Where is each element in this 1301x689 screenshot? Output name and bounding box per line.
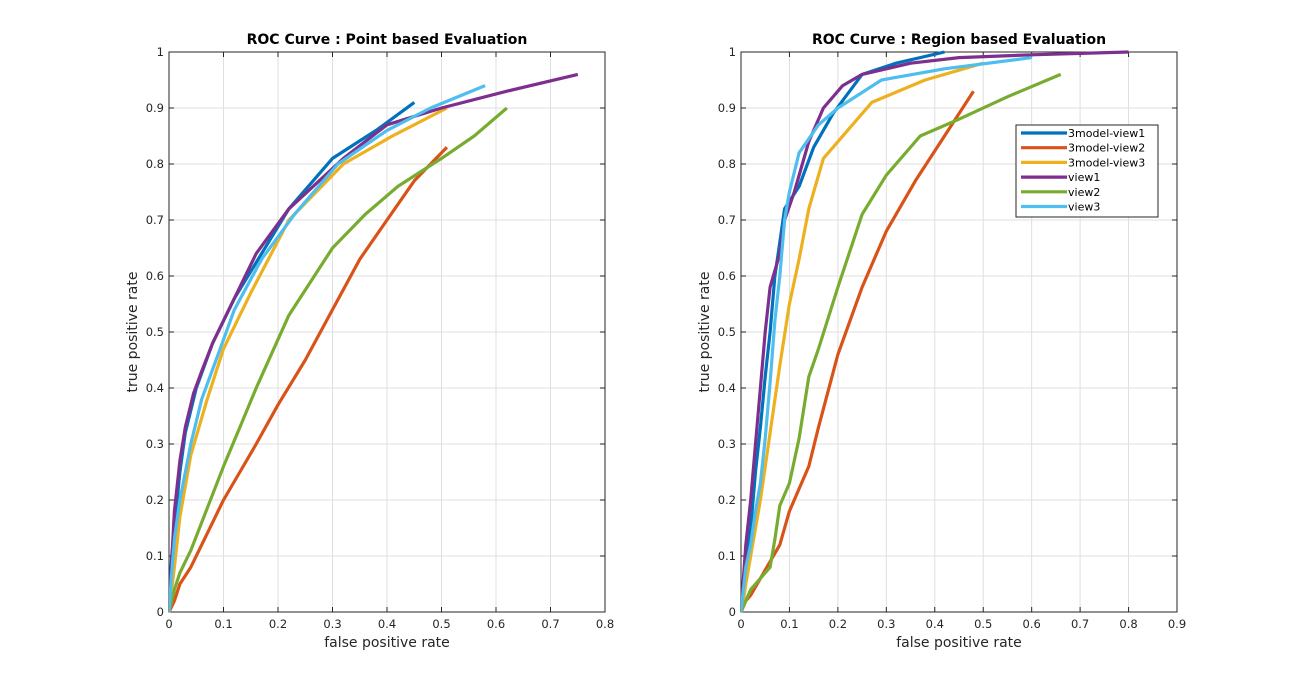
series-line-view1 — [169, 72, 579, 613]
y-tick-label: 0.4 — [146, 381, 164, 395]
x-tick-label: 0.4 — [378, 617, 396, 631]
y-tick-label: 0.7 — [146, 213, 164, 227]
series-line-3model-view3 — [741, 61, 984, 613]
legend-label: 3model-view2 — [1068, 142, 1145, 155]
x-tick-label: 0.9 — [1168, 617, 1186, 631]
x-tick-label: 0.7 — [541, 617, 559, 631]
series-line-view2 — [169, 106, 508, 613]
series-line-3model-view2 — [741, 90, 975, 613]
chart-title: ROC Curve : Point based Evaluation — [247, 32, 528, 48]
x-tick-label: 0.6 — [1023, 617, 1041, 631]
y-tick-label: 0.2 — [718, 493, 736, 507]
x-tick-label: 0.3 — [877, 617, 895, 631]
x-tick-label: 0.8 — [1119, 617, 1137, 631]
y-tick-label: 1 — [157, 45, 164, 59]
y-tick-label: 0.1 — [718, 549, 736, 563]
legend-label: 3model-view3 — [1068, 156, 1145, 169]
series-line-3model-view2 — [169, 146, 449, 613]
x-tick-label: 0.8 — [596, 617, 614, 631]
legend-label: view3 — [1068, 201, 1100, 214]
x-tick-label: 0.7 — [1071, 617, 1089, 631]
y-tick-label: 1 — [729, 45, 736, 59]
y-tick-label: 0.7 — [718, 213, 736, 227]
y-axis-label: true positive rate — [125, 272, 141, 393]
y-tick-label: 0.1 — [146, 549, 164, 563]
y-tick-label: 0.6 — [146, 269, 164, 283]
y-tick-label: 0 — [157, 605, 164, 619]
y-tick-label: 0.6 — [718, 269, 736, 283]
y-tick-label: 0.8 — [718, 157, 736, 171]
x-tick-label: 0.5 — [432, 617, 450, 631]
y-tick-label: 0.9 — [718, 101, 736, 115]
y-tick-label: 0.4 — [718, 381, 736, 395]
y-tick-label: 0 — [729, 605, 736, 619]
x-tick-label: 0 — [737, 617, 744, 631]
x-tick-label: 0.1 — [214, 617, 232, 631]
y-tick-label: 0.9 — [146, 101, 164, 115]
series-line-3model-view3 — [169, 106, 448, 613]
y-tick-label: 0.3 — [718, 437, 736, 451]
x-tick-label: 0.4 — [926, 617, 944, 631]
x-tick-label: 0.3 — [323, 617, 341, 631]
x-tick-label: 0.1 — [780, 617, 798, 631]
y-tick-label: 0.5 — [718, 325, 736, 339]
legend-label: 3model-view1 — [1068, 127, 1145, 140]
y-tick-label: 0.8 — [146, 157, 164, 171]
x-tick-label: 0 — [165, 617, 172, 631]
x-axis-label: false positive rate — [324, 635, 450, 651]
x-tick-label: 0.6 — [487, 617, 505, 631]
series-line-view3 — [169, 84, 486, 613]
legend-label: view1 — [1068, 171, 1100, 184]
y-tick-label: 0.3 — [146, 437, 164, 451]
y-tick-label: 0.5 — [146, 325, 164, 339]
y-axis-label: true positive rate — [697, 272, 713, 393]
series-line-view2 — [741, 72, 1062, 613]
series-line-view3 — [741, 56, 1032, 613]
legend-box — [1015, 124, 1159, 218]
chart-panel-2: 0 0.1 0.2 0.3 0.4 0.5 0.6 0.7 0.8 0.9 0 0.1 0.2 0.3 0.… — [697, 32, 1186, 651]
y-tick-label: 0.2 — [146, 493, 164, 507]
legend-label: view2 — [1068, 186, 1100, 199]
chart-title: ROC Curve : Region based Evaluation — [812, 32, 1106, 48]
x-tick-label: 0.5 — [974, 617, 992, 631]
chart-panel-1: 0 0.1 0.2 0.3 0.4 0.5 0.6 0.7 0.8 0 0.1 0.2 0.3 0.4 0.… — [125, 32, 614, 651]
x-tick-label: 0.2 — [269, 617, 287, 631]
x-tick-label: 0.2 — [829, 617, 847, 631]
x-axis-label: false positive rate — [896, 635, 1022, 651]
